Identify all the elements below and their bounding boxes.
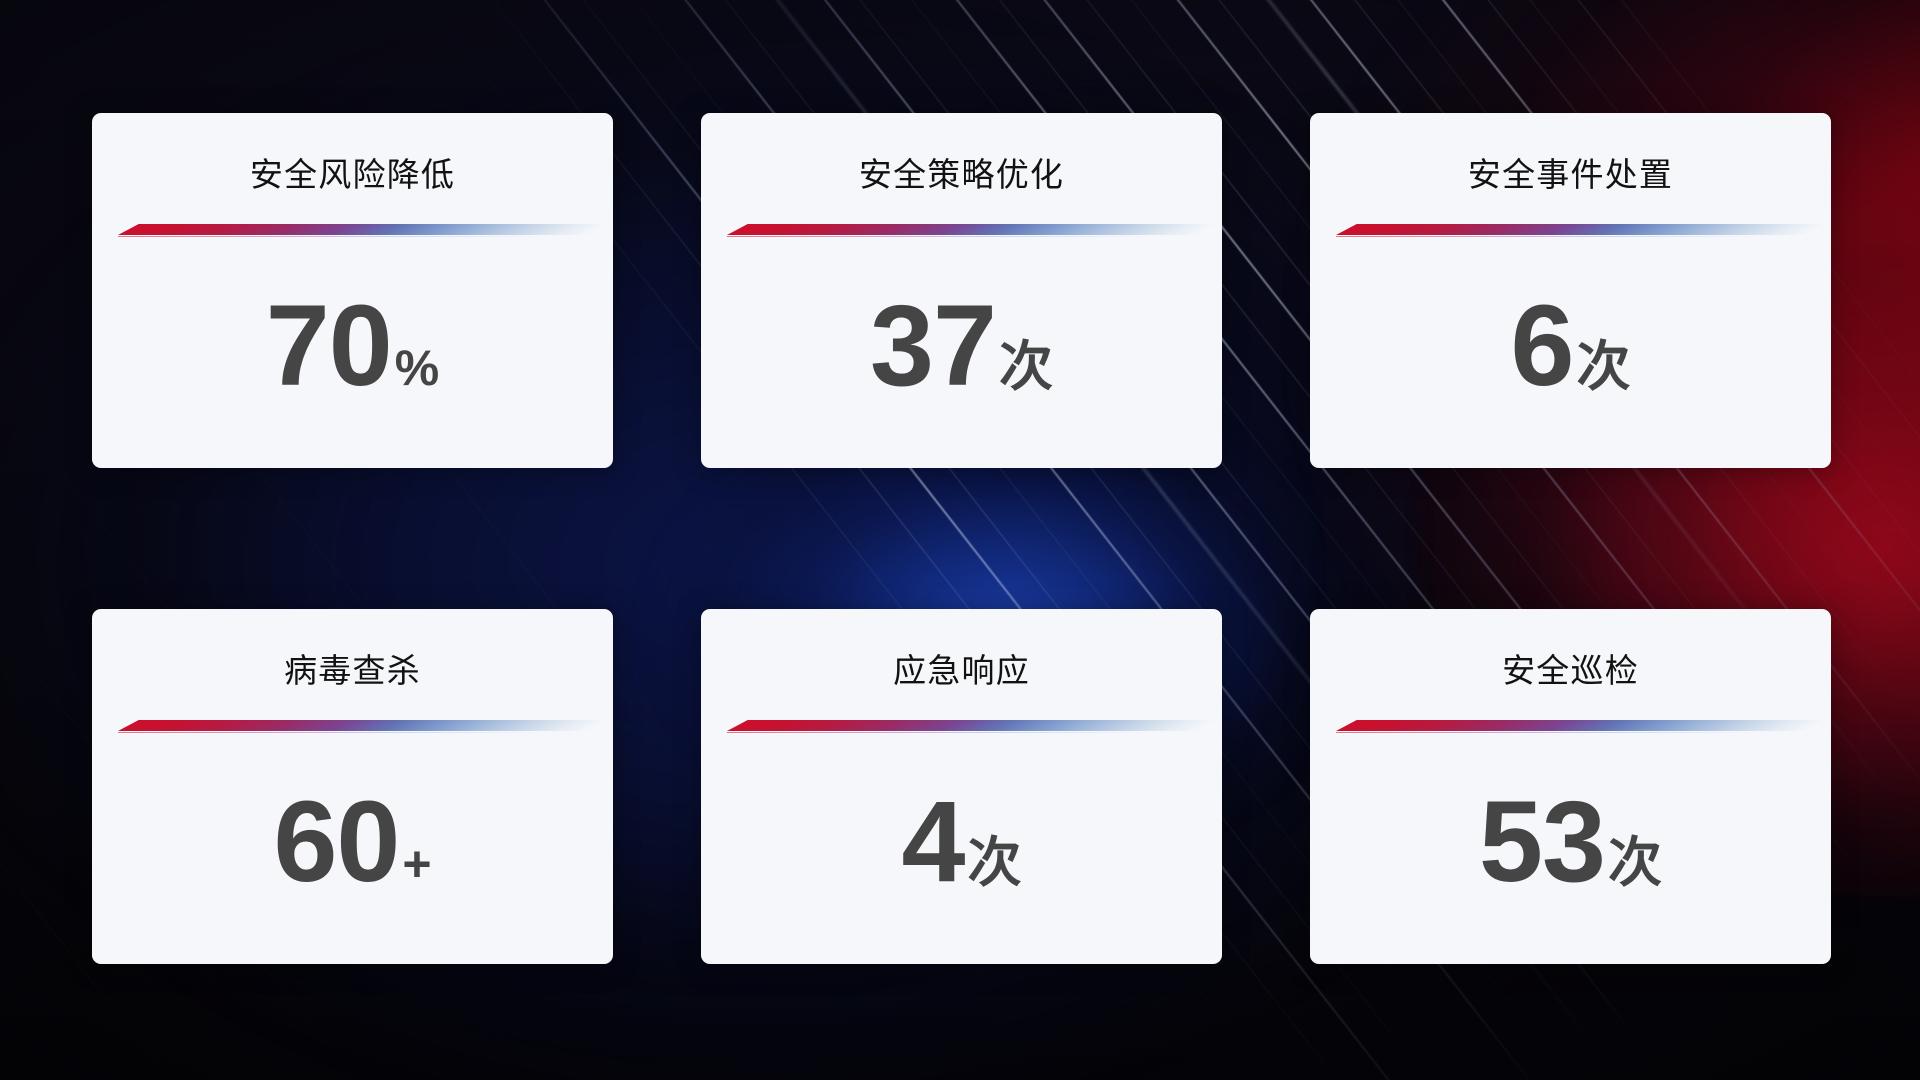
stats-card-grid: 安全风险降低 70% 安全策略优化 37 次安全事件处置 6 次病毒查杀 60 + 应急响应 4 次安…	[92, 113, 1832, 964]
stat-value-unit: 次	[1607, 831, 1662, 895]
stat-card-accent-rule	[117, 224, 609, 238]
stat-value-unit: 次	[1576, 335, 1631, 399]
stat-card-security-incident-handling[interactable]: 安全事件处置 6 次	[1310, 113, 1831, 468]
stat-card-value: 37 次	[870, 282, 1053, 411]
accent-rule-gradient	[1335, 224, 1827, 236]
stat-value-unit: 次	[967, 831, 1022, 895]
accent-rule-hairline	[117, 236, 588, 238]
stat-card-title: 安全策略优化	[858, 155, 1065, 194]
accent-rule-hairline	[1335, 236, 1806, 238]
stat-card-accent-rule	[117, 720, 609, 734]
stat-card-value: 70%	[265, 282, 440, 411]
stat-card-accent-rule	[1335, 720, 1827, 734]
stat-card-security-policy-optimization[interactable]: 安全策略优化 37 次	[701, 113, 1222, 468]
stat-card-title: 安全风险降低	[249, 155, 456, 194]
stat-card-title: 安全巡检	[1502, 651, 1639, 690]
stat-card-value: 60 +	[273, 778, 432, 907]
stat-value-number: 4	[901, 778, 966, 907]
stat-value-unit: 次	[998, 335, 1053, 399]
accent-rule-hairline	[117, 732, 588, 734]
stat-card-accent-rule	[1335, 224, 1827, 238]
stat-value-unit: %	[394, 340, 440, 397]
stat-card-title: 病毒查杀	[284, 651, 421, 690]
stat-card-accent-rule	[726, 224, 1218, 238]
stat-value-number: 6	[1510, 282, 1575, 411]
accent-rule-gradient	[726, 720, 1218, 732]
accent-rule-gradient	[117, 720, 609, 732]
stat-card-security-risk-reduction[interactable]: 安全风险降低 70%	[92, 113, 613, 468]
accent-rule-hairline	[726, 236, 1197, 238]
stat-value-number: 70	[265, 282, 393, 411]
accent-rule-hairline	[1335, 732, 1806, 734]
accent-rule-gradient	[726, 224, 1218, 236]
stat-card-virus-scan-removal[interactable]: 病毒查杀 60 +	[92, 609, 613, 964]
stat-value-unit: +	[402, 836, 432, 893]
stat-card-security-inspection[interactable]: 安全巡检 53 次	[1310, 609, 1831, 964]
accent-rule-hairline	[726, 732, 1197, 734]
accent-rule-gradient	[1335, 720, 1827, 732]
stat-card-accent-rule	[726, 720, 1218, 734]
stat-value-number: 37	[870, 282, 997, 411]
stat-card-value: 53 次	[1479, 778, 1662, 907]
stat-card-emergency-response[interactable]: 应急响应 4 次	[701, 609, 1222, 964]
stat-value-number: 53	[1479, 778, 1606, 907]
stat-card-title: 安全事件处置	[1467, 155, 1674, 194]
stat-card-title: 应急响应	[893, 651, 1030, 690]
accent-rule-gradient	[117, 224, 609, 236]
stat-value-number: 60	[273, 778, 400, 907]
